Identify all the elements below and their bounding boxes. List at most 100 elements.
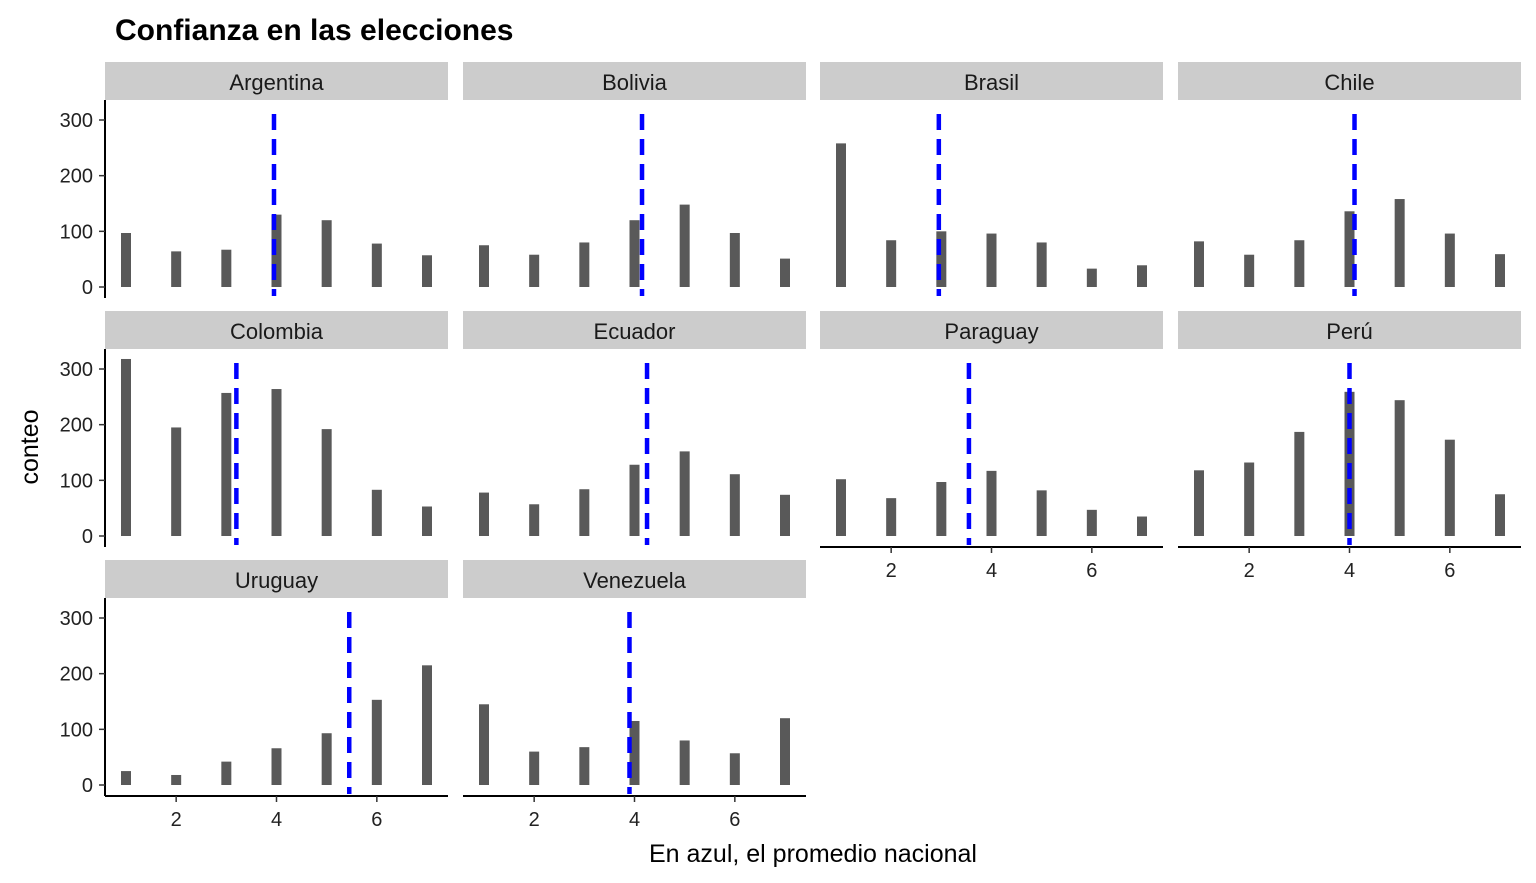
bar bbox=[1444, 439, 1455, 536]
bar bbox=[579, 489, 590, 536]
panel-ecuador: Ecuador bbox=[463, 311, 806, 545]
bar bbox=[936, 231, 947, 287]
bar bbox=[171, 427, 182, 536]
panel-paraguay: Paraguay 2 4 6 bbox=[820, 311, 1163, 582]
panel-strip bbox=[463, 311, 806, 349]
bar bbox=[1444, 233, 1455, 287]
bar bbox=[986, 233, 997, 287]
bar bbox=[371, 489, 382, 536]
panel-brasil: Brasil bbox=[820, 62, 1163, 296]
bar bbox=[1495, 254, 1505, 287]
bar bbox=[986, 470, 997, 536]
bar bbox=[121, 358, 131, 536]
bar bbox=[679, 740, 690, 785]
y-tick-label: 0 bbox=[82, 277, 93, 299]
bar bbox=[1294, 431, 1305, 536]
y-tick-label: 100 bbox=[60, 221, 93, 243]
y-tick-label: 200 bbox=[60, 664, 93, 686]
y-axis-title: conteo bbox=[16, 409, 44, 484]
bar bbox=[886, 240, 897, 287]
panel-bolivia: Bolivia bbox=[463, 62, 806, 296]
bar bbox=[729, 753, 740, 785]
bar bbox=[886, 498, 897, 536]
panel-strip bbox=[820, 62, 1163, 100]
bar bbox=[371, 699, 382, 785]
x-axis-title: En azul, el promedio nacional bbox=[649, 840, 977, 868]
x-tick-label: 6 bbox=[729, 809, 740, 831]
y-tick-label: 200 bbox=[60, 415, 93, 437]
x-tick-label: 6 bbox=[371, 809, 382, 831]
y-tick-label: 300 bbox=[60, 608, 93, 630]
panel-strip-label: Perú bbox=[1326, 319, 1372, 344]
bar bbox=[1036, 242, 1047, 287]
bar bbox=[1036, 490, 1047, 536]
bar bbox=[529, 504, 540, 536]
bar bbox=[171, 251, 182, 287]
panel-strip bbox=[1178, 62, 1521, 100]
bar bbox=[1394, 400, 1405, 536]
x-tick-label: 4 bbox=[1344, 560, 1355, 582]
bar bbox=[422, 506, 432, 536]
panel-chile: Chile bbox=[1178, 62, 1521, 296]
bar bbox=[780, 718, 790, 785]
bar bbox=[221, 249, 232, 287]
bar bbox=[579, 242, 590, 287]
panel-strip bbox=[820, 311, 1163, 349]
panel-colombia: Colombia 0 100 200 300 bbox=[60, 311, 448, 548]
y-tick-label: 100 bbox=[60, 470, 93, 492]
bar bbox=[479, 492, 489, 536]
panel-strip-label: Chile bbox=[1324, 70, 1374, 95]
bar bbox=[479, 704, 489, 785]
bar bbox=[221, 392, 232, 536]
bar bbox=[371, 243, 382, 287]
bar bbox=[422, 255, 432, 287]
x-tick-label: 6 bbox=[1086, 560, 1097, 582]
bar bbox=[121, 771, 131, 785]
bar bbox=[1137, 265, 1147, 287]
panel-strip bbox=[105, 62, 448, 100]
panel-strip-label: Venezuela bbox=[583, 568, 687, 593]
y-tick-label: 300 bbox=[60, 110, 93, 132]
panel-strip-label: Brasil bbox=[964, 70, 1019, 95]
y-tick-label: 200 bbox=[60, 166, 93, 188]
bar bbox=[1244, 254, 1255, 287]
bar bbox=[529, 254, 540, 287]
bar bbox=[1194, 470, 1204, 536]
x-tick-label: 2 bbox=[171, 809, 182, 831]
bar bbox=[271, 389, 282, 536]
x-tick-label: 4 bbox=[271, 809, 282, 831]
x-tick-label: 2 bbox=[529, 809, 540, 831]
panel-strip-label: Bolivia bbox=[602, 70, 668, 95]
bar bbox=[836, 479, 846, 536]
bar bbox=[836, 143, 846, 287]
panel-strip bbox=[105, 560, 448, 598]
bar bbox=[1294, 240, 1305, 287]
bar bbox=[936, 482, 947, 536]
panel-strip-label: Ecuador bbox=[594, 319, 676, 344]
bar bbox=[729, 233, 740, 287]
bar bbox=[1086, 509, 1097, 536]
bar bbox=[679, 204, 690, 287]
bar bbox=[479, 245, 489, 287]
bar bbox=[271, 748, 282, 785]
chart-title: Confianza en las elecciones bbox=[115, 14, 513, 47]
panel-uruguay: Uruguay 0 100 200 300 2 4 6 bbox=[60, 560, 448, 831]
bar bbox=[629, 720, 640, 785]
x-tick-label: 6 bbox=[1444, 560, 1455, 582]
bar bbox=[780, 494, 790, 536]
bar bbox=[729, 474, 740, 536]
x-tick-label: 2 bbox=[1244, 560, 1255, 582]
panel-strip bbox=[1178, 311, 1521, 349]
bar bbox=[780, 258, 790, 287]
bar bbox=[1137, 516, 1147, 536]
y-tick-label: 0 bbox=[82, 775, 93, 797]
x-tick-label: 4 bbox=[629, 809, 640, 831]
y-tick-label: 100 bbox=[60, 719, 93, 741]
bar bbox=[529, 751, 540, 785]
bar bbox=[679, 451, 690, 536]
bar bbox=[1086, 268, 1097, 287]
panel-strip-label: Argentina bbox=[229, 70, 324, 95]
panel-venezuela: Venezuela 2 4 6 bbox=[463, 560, 806, 831]
